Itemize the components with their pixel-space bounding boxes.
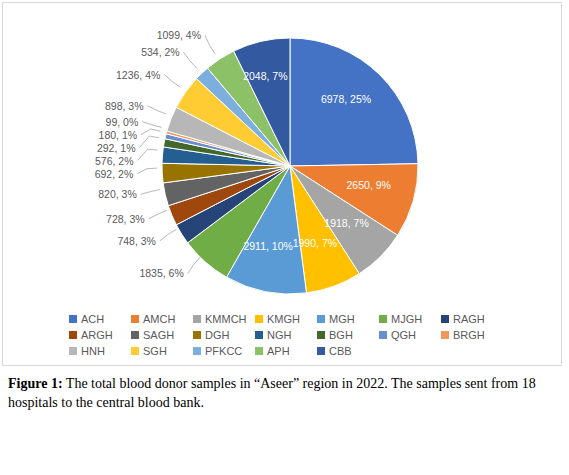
html-text:BRGH: BRGH: [453, 329, 485, 341]
svg-text:534, 2%: 534, 2%: [141, 46, 180, 58]
html-text:HNH: HNH: [81, 345, 105, 357]
html-text:Figure 1: The total blood dono: Figure 1: The total blood donor samples …: [8, 376, 536, 410]
html-text:DGH: DGH: [205, 329, 230, 341]
html-text:APH: APH: [267, 345, 290, 357]
svg-text:292, 1%: 292, 1%: [97, 142, 136, 154]
html-text:QGH: QGH: [391, 329, 417, 341]
html-text:RAGH: RAGH: [453, 313, 485, 325]
svg-text:99, 0%: 99, 0%: [106, 116, 139, 128]
html-text:ACH: ACH: [81, 313, 105, 325]
html-text:SGH: SGH: [143, 345, 167, 357]
svg-text:1099, 4%: 1099, 4%: [157, 29, 201, 41]
svg-text:820, 3%: 820, 3%: [98, 188, 137, 200]
html-text:BGH: BGH: [329, 329, 353, 341]
svg-text:728, 3%: 728, 3%: [106, 213, 145, 225]
svg-text:1236, 4%: 1236, 4%: [116, 69, 160, 81]
html-text:CBB: CBB: [329, 345, 352, 357]
svg-text:576, 2%: 576, 2%: [95, 155, 134, 167]
html-text:SAGH: SAGH: [143, 329, 175, 341]
svg-text:180, 1%: 180, 1%: [99, 129, 138, 141]
html-text:PFKCC: PFKCC: [205, 345, 243, 357]
svg-text:748, 3%: 748, 3%: [117, 235, 156, 247]
svg-text:898, 3%: 898, 3%: [105, 100, 144, 112]
svg-text:2911, 10%: 2911, 10%: [243, 240, 292, 252]
svg-text:2048, 7%: 2048, 7%: [243, 70, 287, 82]
svg-text:6978, 25%: 6978, 25%: [321, 93, 371, 105]
svg-text:2650, 9%: 2650, 9%: [347, 179, 391, 191]
svg-text:692, 2%: 692, 2%: [95, 168, 134, 180]
html-text:MGH: MGH: [329, 313, 355, 325]
html-text:AMCH: AMCH: [143, 313, 176, 325]
svg-text:1918, 7%: 1918, 7%: [324, 217, 368, 229]
html-text:KMMCH: KMMCH: [205, 313, 247, 325]
html-text:KMGH: KMGH: [267, 313, 300, 325]
svg-text:1835, 6%: 1835, 6%: [139, 267, 183, 279]
svg-text:1990, 7%: 1990, 7%: [293, 237, 337, 249]
html-text:MJGH: MJGH: [391, 313, 423, 325]
html-text:ARGH: ARGH: [81, 329, 113, 341]
html-text:NGH: NGH: [267, 329, 292, 341]
